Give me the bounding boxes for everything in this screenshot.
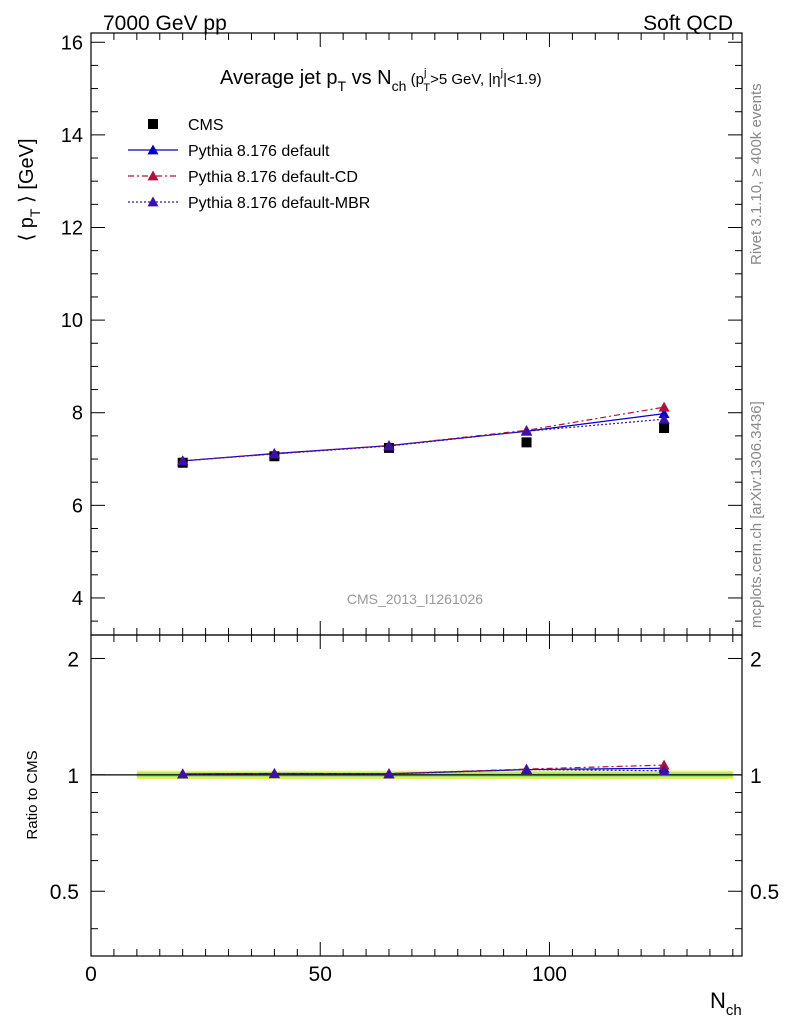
title-cut-sup2: j — [500, 67, 503, 79]
legend-marker — [147, 144, 159, 155]
lower-axis-ticks: 0.5 0.5 1 1 2 2 0 50 100 — [50, 635, 779, 986]
xlabel-main: N — [710, 988, 726, 1013]
title-cut-mid: >5 GeV, |η — [430, 71, 500, 88]
ratio-series-2-point — [268, 768, 280, 779]
series-0-point — [521, 437, 532, 448]
ratio-series-2-point — [521, 764, 533, 774]
lower-y-tick-label-right: 1 — [750, 765, 762, 788]
series-2-point — [658, 401, 670, 412]
x-tick-label: 0 — [85, 963, 97, 986]
lower-y-tick-label-left: 0.5 — [50, 881, 79, 904]
upper-y-tick-label: 8 — [72, 403, 83, 425]
x-axis-label: Nch — [710, 988, 742, 1019]
upper-y-tick-label: 16 — [61, 32, 83, 54]
upper-y-tick-label: 6 — [72, 495, 83, 517]
title-cut-open: (p — [406, 71, 424, 88]
header-left: 7000 GeV pp — [103, 12, 227, 35]
upper-y-tick-label: 14 — [61, 125, 83, 147]
rivet-label: Rivet 3.1.10, ≥ 400k events — [748, 83, 765, 265]
series-3-point — [177, 455, 189, 466]
analysis-watermark: CMS_2013_I1261026 — [347, 591, 483, 607]
series-1-point — [658, 408, 670, 419]
legend: CMS Pythia 8.176 default Pythia 8.176 defa… — [128, 117, 370, 212]
title-vs-sub: ch — [392, 78, 407, 94]
ratio-series-2-point — [177, 768, 189, 779]
lower-y-tick-label-left: 1 — [67, 765, 79, 788]
legend-marker-cms — [148, 119, 158, 129]
upper-y-tick-label: 12 — [61, 217, 83, 239]
ratio-series-2-point — [383, 768, 395, 779]
lower-y-tick-label-right: 0.5 — [750, 881, 779, 904]
legend-label: Pythia 8.176 default-MBR — [188, 195, 370, 212]
legend-label: CMS — [188, 117, 224, 134]
mcplots-label: mcplots.cern.ch [arXiv:1306.3436] — [748, 401, 765, 628]
upper-series-group — [177, 401, 670, 468]
ratio-series-1-point — [658, 759, 670, 770]
lower-panel-frame — [90, 634, 743, 957]
title-vs: vs N — [346, 67, 392, 89]
lower-y-tick-label-left: 2 — [67, 648, 79, 671]
ratio-series-2-line — [182, 768, 665, 775]
legend-label: Pythia 8.176 default-CD — [188, 169, 358, 186]
title-cut-end: |<1.9) — [503, 71, 542, 88]
ratio-uncertainty-band — [91, 770, 742, 780]
upper-y-label: ⟨ pT ⟩ [GeV] — [16, 138, 43, 241]
title-main: Average jet p — [220, 67, 338, 89]
lower-y-label: Ratio to CMS — [24, 750, 41, 839]
x-tick-label: 100 — [532, 963, 567, 986]
legend-marker — [147, 170, 159, 181]
series-3-point — [268, 448, 280, 459]
xlabel-sub: ch — [726, 1002, 742, 1019]
series-3-point — [658, 413, 670, 424]
lower-y-tick-label-right: 2 — [750, 648, 762, 671]
ylabel-open: ⟨ p — [16, 217, 38, 241]
upper-y-tick-label: 10 — [61, 310, 83, 332]
chart-title: Average jet pT vs Nch (pj T>5 GeV, |ηj|<1… — [220, 67, 542, 94]
ylabel-sub: T — [27, 208, 43, 217]
title-main-sub: T — [338, 78, 347, 94]
series-1-line — [182, 413, 665, 462]
upper-axis-ticks: 4 6 8 10 12 14 16 — [61, 32, 742, 635]
ratio-series-2-point — [658, 765, 670, 776]
title-cut-sup: j — [423, 67, 426, 79]
series-3-line — [182, 418, 665, 462]
legend-marker — [147, 196, 159, 207]
ylabel-close: ⟩ [GeV] — [16, 138, 38, 208]
x-tick-label: 50 — [309, 963, 332, 986]
series-3-point — [383, 440, 395, 451]
upper-y-tick-label: 4 — [72, 588, 83, 610]
series-2-line — [182, 406, 665, 462]
header-right: Soft QCD — [643, 12, 733, 35]
ratio-series-group — [177, 759, 670, 779]
title-cut-sub: T — [423, 82, 430, 94]
legend-label: Pythia 8.176 default — [188, 143, 330, 160]
series-0-point — [659, 423, 670, 434]
series-3-point — [521, 425, 533, 436]
